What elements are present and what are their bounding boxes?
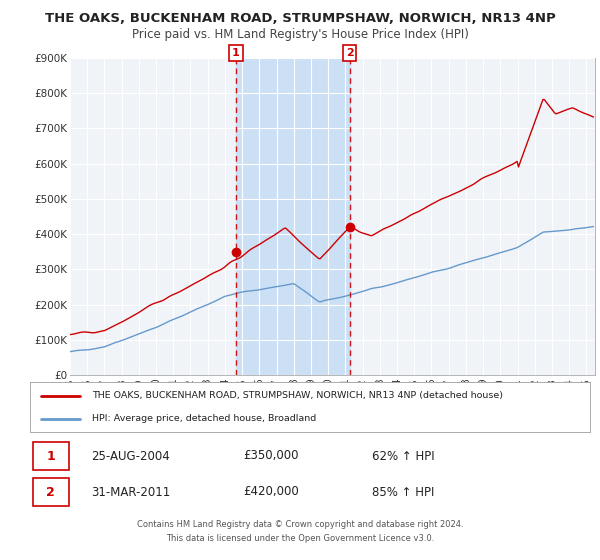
- Bar: [236, 58, 350, 375]
- Text: 1: 1: [232, 48, 240, 58]
- Text: 25-AUG-2004: 25-AUG-2004: [92, 450, 170, 463]
- Text: Price paid vs. HM Land Registry's House Price Index (HPI): Price paid vs. HM Land Registry's House …: [131, 28, 469, 41]
- Text: £420,000: £420,000: [243, 486, 299, 498]
- Text: 31-MAR-2011: 31-MAR-2011: [92, 486, 171, 498]
- FancyBboxPatch shape: [33, 442, 69, 470]
- Text: 62% ↑ HPI: 62% ↑ HPI: [371, 450, 434, 463]
- Text: HPI: Average price, detached house, Broadland: HPI: Average price, detached house, Broa…: [92, 414, 316, 423]
- FancyBboxPatch shape: [33, 478, 69, 506]
- Text: 1: 1: [46, 450, 55, 463]
- Text: 2: 2: [346, 48, 353, 58]
- Text: Contains HM Land Registry data © Crown copyright and database right 2024.: Contains HM Land Registry data © Crown c…: [137, 520, 463, 529]
- Text: 85% ↑ HPI: 85% ↑ HPI: [371, 486, 434, 498]
- Text: THE OAKS, BUCKENHAM ROAD, STRUMPSHAW, NORWICH, NR13 4NP: THE OAKS, BUCKENHAM ROAD, STRUMPSHAW, NO…: [44, 12, 556, 25]
- Text: This data is licensed under the Open Government Licence v3.0.: This data is licensed under the Open Gov…: [166, 534, 434, 543]
- Text: THE OAKS, BUCKENHAM ROAD, STRUMPSHAW, NORWICH, NR13 4NP (detached house): THE OAKS, BUCKENHAM ROAD, STRUMPSHAW, NO…: [92, 391, 503, 400]
- Text: £350,000: £350,000: [243, 450, 298, 463]
- Text: 2: 2: [46, 486, 55, 498]
